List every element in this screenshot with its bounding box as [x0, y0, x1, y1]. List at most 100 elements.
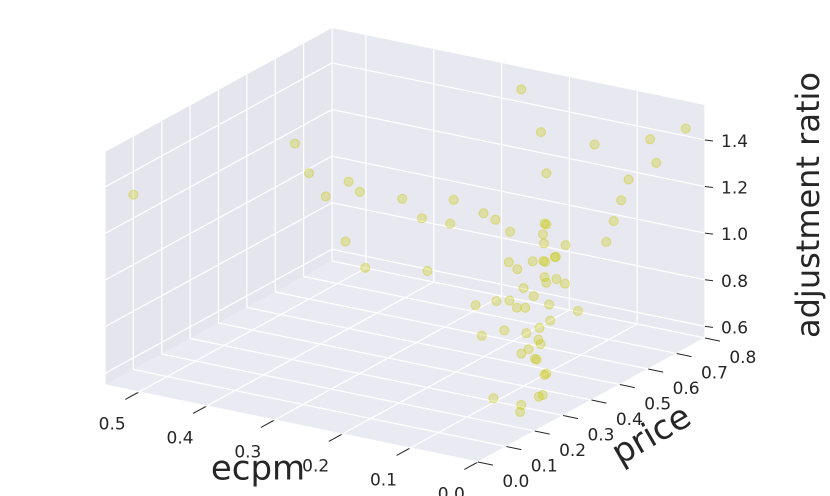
point: [545, 315, 556, 326]
y-tick-label: 0.2: [559, 441, 586, 461]
grid-line: [104, 248, 333, 374]
y-tick-label: 0.5: [644, 395, 671, 415]
point: [589, 139, 600, 150]
tick-mark: [704, 232, 714, 235]
grid-line: [104, 202, 333, 328]
point: [541, 219, 552, 230]
point: [505, 226, 516, 237]
point: [645, 134, 656, 145]
point: [445, 218, 456, 229]
tick-mark: [591, 399, 607, 404]
y-tick-label: 0.8: [729, 348, 756, 368]
tick-mark: [704, 279, 714, 282]
point: [488, 393, 499, 404]
grid-line: [331, 108, 706, 188]
z-tick-label: 1.0: [721, 225, 748, 245]
point: [549, 252, 560, 263]
x-tick-label: 0.0: [438, 484, 465, 496]
tick-mark: [648, 368, 664, 373]
grid-line: [331, 202, 706, 281]
point: [531, 354, 542, 365]
point: [537, 389, 548, 400]
point: [516, 399, 527, 410]
tick-mark: [676, 353, 692, 358]
point: [560, 240, 571, 251]
point: [422, 266, 433, 276]
point: [397, 193, 408, 204]
grid-line: [104, 155, 333, 281]
point: [651, 157, 662, 168]
grid-line: [331, 248, 706, 327]
grid-line: [104, 109, 333, 235]
point: [539, 238, 550, 249]
tick-mark: [704, 337, 721, 342]
point: [572, 305, 583, 316]
point: [537, 229, 548, 240]
grid-line: [331, 260, 706, 339]
tick-mark: [464, 461, 479, 470]
tick-mark: [704, 186, 714, 189]
tick-mark: [704, 139, 714, 142]
tick-mark: [534, 430, 550, 435]
z-tick-label: 0.8: [721, 272, 748, 292]
point: [544, 299, 555, 310]
point: [520, 302, 531, 313]
point: [416, 213, 427, 224]
point: [516, 84, 527, 95]
point: [512, 264, 523, 275]
point: [491, 296, 502, 307]
z-tick-label: 0.6: [721, 318, 748, 338]
point: [343, 176, 354, 187]
tick-mark: [396, 447, 411, 456]
point: [504, 295, 515, 306]
point: [320, 191, 331, 202]
point: [304, 168, 315, 179]
point: [539, 218, 550, 229]
grid-line: [218, 322, 592, 401]
x-tick-label: 0.5: [99, 414, 126, 434]
point: [623, 174, 634, 185]
point: [478, 208, 489, 219]
grid-line: [133, 368, 507, 448]
point: [360, 262, 371, 273]
point: [551, 273, 562, 284]
point: [515, 407, 526, 418]
point: [528, 291, 539, 302]
point: [541, 368, 552, 379]
point: [608, 216, 619, 227]
x-tick-label: 0.3: [234, 442, 261, 462]
tick-mark: [563, 415, 579, 420]
point: [476, 330, 487, 341]
point: [523, 344, 534, 355]
point: [340, 236, 351, 247]
point: [535, 127, 546, 138]
z-tick-label: 1.4: [721, 132, 748, 152]
point: [538, 255, 549, 266]
grid-line: [331, 62, 706, 141]
x-tick-label: 0.2: [302, 456, 329, 476]
point: [128, 189, 139, 200]
point: [354, 186, 365, 197]
z-axis-label: adjustment ratio: [789, 72, 827, 338]
point: [518, 283, 529, 294]
point: [470, 300, 481, 311]
grid-line: [104, 384, 479, 463]
point: [540, 256, 551, 267]
y-tick-label: 0.0: [502, 472, 529, 492]
point: [521, 328, 532, 339]
point: [534, 322, 545, 333]
grid-line: [190, 337, 564, 417]
point: [539, 272, 550, 283]
tick-mark: [260, 419, 275, 428]
grid-line: [275, 291, 649, 370]
point: [448, 194, 459, 205]
grid-line: [303, 275, 677, 355]
tick-mark: [192, 405, 207, 414]
x-tick-label: 0.1: [370, 470, 397, 490]
point: [527, 256, 538, 267]
tick-mark: [477, 461, 494, 466]
point: [533, 391, 544, 402]
x-tick-label: 0.4: [167, 428, 194, 448]
grid-line: [246, 306, 620, 386]
